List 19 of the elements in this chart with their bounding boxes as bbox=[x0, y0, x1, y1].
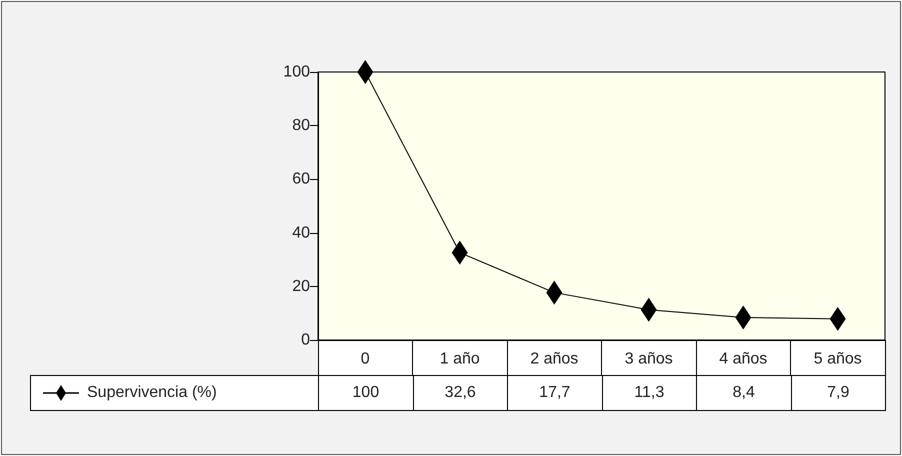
legend-label: Supervivencia (%) bbox=[87, 384, 217, 402]
x-tick-label: 5 años bbox=[814, 350, 862, 368]
data-label: 8,4 bbox=[696, 375, 792, 411]
data-label: 11,3 bbox=[602, 375, 697, 411]
y-tick-label: 60 bbox=[292, 170, 310, 188]
y-tick-label: 80 bbox=[292, 117, 310, 134]
x-tick-label: 0 bbox=[360, 350, 370, 368]
y-tick-label: 100 bbox=[283, 64, 310, 80]
x-tick-label: 2 años bbox=[530, 350, 578, 368]
x-tick-label: 3 años bbox=[624, 350, 673, 368]
x-tick-label: 1 año bbox=[440, 350, 480, 368]
y-tick-label: 40 bbox=[292, 224, 310, 242]
data-label: 100 bbox=[318, 375, 414, 411]
data-label: 17,7 bbox=[507, 375, 602, 411]
y-tick-label: 0 bbox=[301, 332, 310, 348]
y-tick-label: 20 bbox=[292, 278, 310, 295]
data-label: 7,9 bbox=[790, 375, 886, 411]
x-tick-label: 4 años bbox=[719, 350, 768, 368]
data-label: 32,6 bbox=[412, 375, 508, 411]
